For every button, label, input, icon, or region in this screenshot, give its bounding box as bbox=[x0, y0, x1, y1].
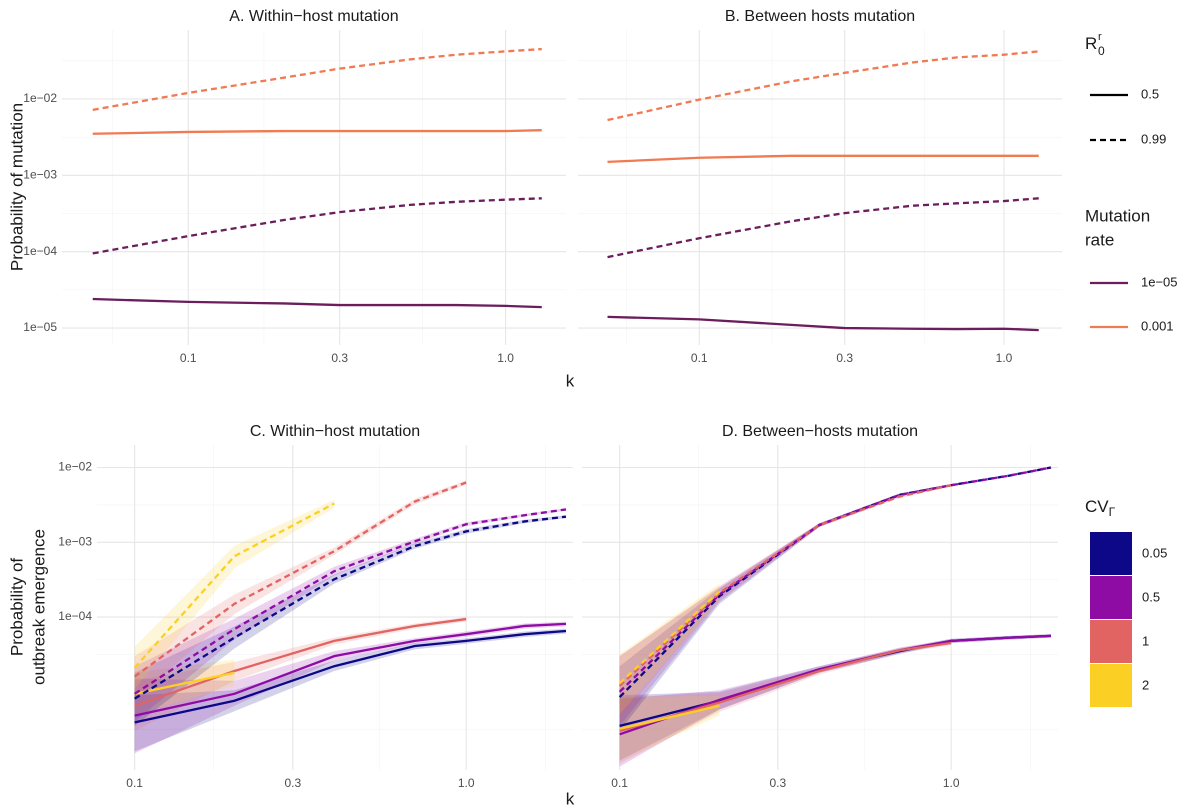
legend-title: CVΓ bbox=[1085, 497, 1116, 519]
confidence-band bbox=[619, 634, 1051, 767]
confidence-band bbox=[134, 621, 566, 754]
y-axis-label: outbreak emergence bbox=[29, 529, 48, 685]
series-line bbox=[134, 617, 467, 707]
legend: Rr 0 0.5 0.99 Mutation rate 1e−05 0.001 CVΓ 0.05 0… bbox=[1085, 31, 1178, 707]
series-line bbox=[607, 315, 1039, 332]
x-axis-label: k bbox=[566, 789, 575, 808]
panel: 0.1 0.3 1.0 B. Between hosts mutation bbox=[578, 8, 1062, 365]
series-line bbox=[134, 515, 567, 700]
x-axis-label: k bbox=[566, 371, 575, 390]
legend-title-sub: Γ bbox=[1109, 505, 1116, 519]
legend-label: 0.99 bbox=[1141, 131, 1166, 146]
series-line bbox=[133, 502, 335, 669]
y-tick-label: 1e−02 bbox=[58, 460, 92, 474]
y-axis-label: Probability of mutation bbox=[7, 103, 26, 271]
series-line bbox=[134, 629, 567, 724]
series-line bbox=[619, 704, 720, 730]
y-tick-label: 1e−04 bbox=[58, 609, 92, 623]
legend-key bbox=[1090, 532, 1132, 575]
x-tick-label: 1.0 bbox=[458, 776, 475, 790]
series-line bbox=[618, 590, 721, 685]
series-line bbox=[133, 481, 467, 678]
confidence-band bbox=[134, 659, 235, 715]
panel: 0.1 0.3 1.0 1e−05 1e−04 1e−03 1e−02 A. Within−h… bbox=[23, 8, 566, 365]
x-tick-label: 0.3 bbox=[284, 776, 301, 790]
x-tick-label: 0.3 bbox=[769, 776, 786, 790]
x-tick-label: 0.1 bbox=[126, 776, 143, 790]
confidence-band bbox=[619, 466, 1051, 726]
series-line bbox=[134, 508, 567, 695]
series-line bbox=[92, 47, 542, 111]
series-line bbox=[619, 641, 952, 733]
panel-title: A. Within−host mutation bbox=[229, 8, 398, 25]
legend-title-sup: r bbox=[1098, 31, 1102, 43]
panel-title: B. Between hosts mutation bbox=[725, 8, 915, 25]
x-tick-label: 0.3 bbox=[331, 351, 348, 365]
legend-label: 0.5 bbox=[1141, 86, 1159, 101]
legend-title: Mutation bbox=[1085, 206, 1150, 225]
panel: 0.1 0.3 1.0 D. Between−hosts mutation bbox=[582, 423, 1058, 790]
y-tick-label: 1e−05 bbox=[23, 320, 57, 334]
legend-label: 2 bbox=[1142, 677, 1149, 692]
y-tick-label: 1e−02 bbox=[23, 91, 57, 105]
series-line bbox=[618, 484, 952, 687]
panel-title: D. Between−hosts mutation bbox=[722, 423, 918, 440]
y-tick-label: 1e−04 bbox=[23, 244, 57, 258]
legend-label: 1e−05 bbox=[1141, 274, 1178, 289]
confidence-band bbox=[619, 466, 1051, 731]
confidence-band bbox=[134, 617, 467, 731]
x-tick-label: 1.0 bbox=[943, 776, 960, 790]
legend-title: rate bbox=[1085, 230, 1114, 249]
confidence-band bbox=[619, 634, 1051, 761]
y-tick-label: 1e−03 bbox=[23, 168, 57, 182]
x-tick-label: 1.0 bbox=[497, 351, 514, 365]
x-tick-label: 1.0 bbox=[996, 351, 1013, 365]
series-line bbox=[92, 297, 542, 309]
series-line bbox=[134, 671, 235, 695]
confidence-band bbox=[619, 640, 952, 764]
panel: 0.1 0.3 1.0 1e−04 1e−03 1e−02 C. Within−host m… bbox=[58, 423, 573, 790]
series-line bbox=[92, 197, 542, 255]
legend-title-text: R bbox=[1085, 34, 1097, 53]
series-line bbox=[92, 129, 542, 135]
series-line bbox=[607, 50, 1039, 122]
legend-label: 0.5 bbox=[1142, 589, 1160, 604]
legend-title-sub: 0 bbox=[1098, 44, 1105, 58]
x-tick-label: 0.1 bbox=[691, 351, 708, 365]
x-tick-label: 0.3 bbox=[836, 351, 853, 365]
legend-title: Rr 0 bbox=[1085, 31, 1105, 58]
x-tick-label: 0.1 bbox=[611, 776, 628, 790]
series-line bbox=[618, 466, 1052, 698]
legend-title-text: CV bbox=[1085, 497, 1109, 516]
confidence-band bbox=[134, 499, 335, 689]
y-tick-label: 1e−03 bbox=[58, 534, 92, 548]
legend-key bbox=[1090, 620, 1132, 663]
series-line bbox=[607, 197, 1039, 259]
legend-label: 0.001 bbox=[1141, 318, 1174, 333]
legend-label: 1 bbox=[1142, 633, 1149, 648]
series-line bbox=[607, 154, 1039, 164]
legend-label: 0.05 bbox=[1142, 545, 1167, 560]
series-line bbox=[134, 622, 567, 717]
x-tick-label: 0.1 bbox=[180, 351, 197, 365]
y-axis-label: Probability of bbox=[7, 558, 26, 657]
legend-key bbox=[1090, 664, 1132, 707]
legend-key bbox=[1090, 576, 1132, 619]
panel-title: C. Within−host mutation bbox=[250, 423, 420, 440]
